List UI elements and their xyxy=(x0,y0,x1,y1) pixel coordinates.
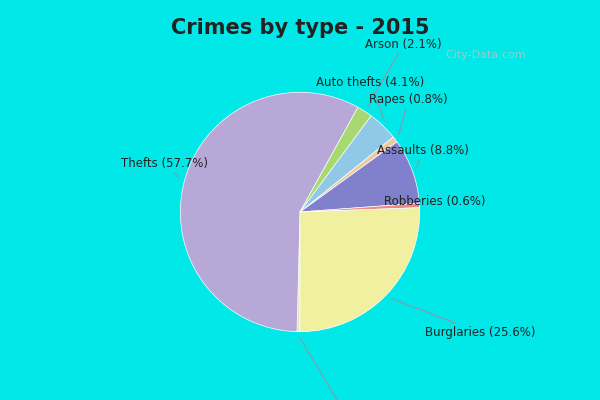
Text: Burglaries (25.6%): Burglaries (25.6%) xyxy=(391,298,535,339)
Text: Arson (2.1%): Arson (2.1%) xyxy=(365,38,442,106)
Text: Auto thefts (4.1%): Auto thefts (4.1%) xyxy=(316,76,424,120)
Wedge shape xyxy=(300,137,397,212)
Text: Robberies (0.6%): Robberies (0.6%) xyxy=(384,195,485,208)
Wedge shape xyxy=(297,212,300,332)
Wedge shape xyxy=(300,107,371,212)
Wedge shape xyxy=(300,208,419,332)
Wedge shape xyxy=(181,92,358,332)
Text: Rapes (0.8%): Rapes (0.8%) xyxy=(369,93,448,134)
Wedge shape xyxy=(300,142,419,212)
Wedge shape xyxy=(300,203,419,212)
Wedge shape xyxy=(300,116,394,212)
Text: City-Data.com: City-Data.com xyxy=(439,50,525,60)
Text: Murders (0.4%): Murders (0.4%) xyxy=(298,338,389,400)
Text: Thefts (57.7%): Thefts (57.7%) xyxy=(121,157,208,178)
Text: Crimes by type - 2015: Crimes by type - 2015 xyxy=(171,18,429,38)
Text: Assaults (8.8%): Assaults (8.8%) xyxy=(377,144,469,167)
